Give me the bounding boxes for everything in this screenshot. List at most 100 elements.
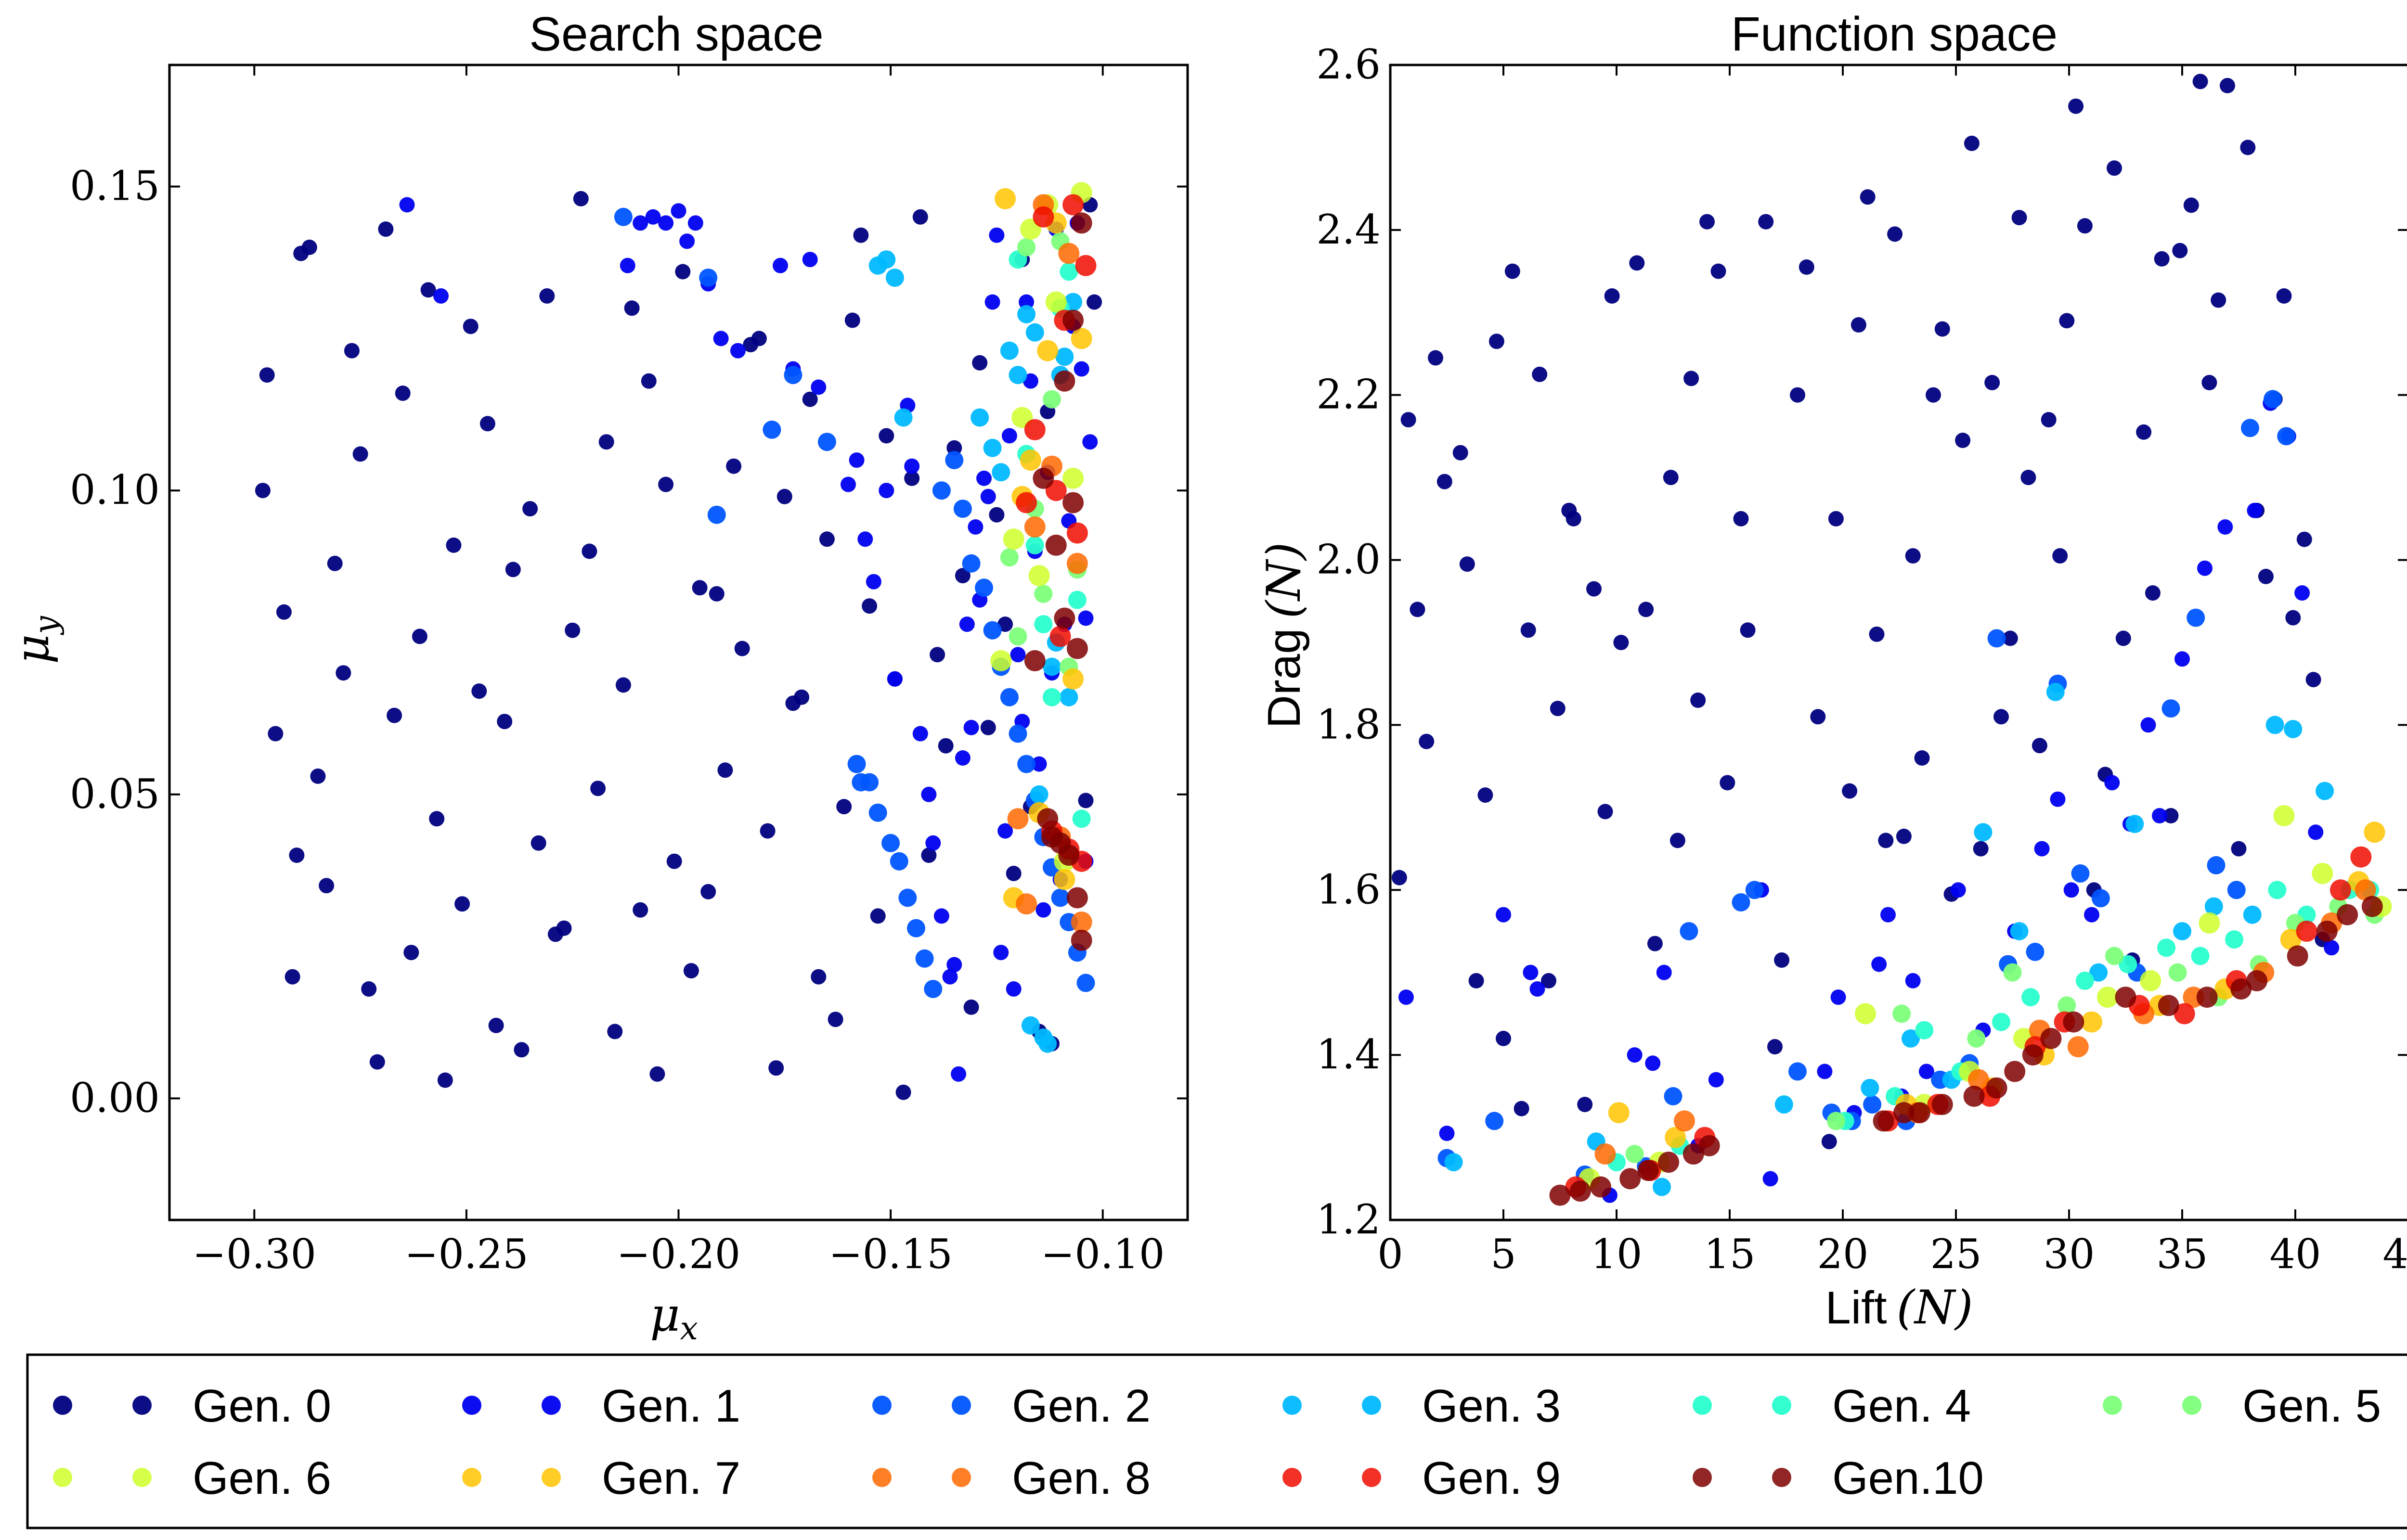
function-space-point bbox=[1625, 1144, 1644, 1163]
function-space-point bbox=[2258, 568, 2274, 584]
search-space-point bbox=[336, 665, 351, 681]
function-space-point bbox=[2174, 1003, 2195, 1025]
search-space-point bbox=[989, 507, 1005, 523]
function-space-point bbox=[2280, 929, 2302, 950]
function-space-point bbox=[1663, 470, 1679, 486]
function-space-y-tick-label: 1.6 bbox=[1316, 866, 1381, 913]
legend-label: Gen. 2 bbox=[1012, 1380, 1151, 1432]
function-space-x-tick-label: 25 bbox=[1930, 1231, 1982, 1278]
search-space-point bbox=[259, 367, 275, 383]
function-space-point bbox=[1436, 474, 1452, 489]
search-space-point bbox=[915, 949, 934, 968]
function-space-point bbox=[1619, 1168, 1641, 1190]
function-space-point bbox=[1665, 1127, 1686, 1148]
search-space-point bbox=[938, 738, 954, 754]
function-space-point bbox=[1391, 870, 1407, 886]
search-space-point bbox=[429, 811, 445, 827]
function-space-point bbox=[1566, 511, 1581, 526]
search-space-point bbox=[1034, 615, 1053, 634]
function-space-point bbox=[2058, 996, 2076, 1015]
search-space-point bbox=[1043, 688, 1061, 706]
function-space-point bbox=[2089, 963, 2108, 982]
function-space-point bbox=[2183, 197, 2199, 213]
search-space-point bbox=[1066, 638, 1088, 659]
search-space-point bbox=[709, 586, 725, 602]
search-space-point bbox=[463, 319, 479, 334]
search-space-point bbox=[802, 252, 818, 268]
function-space-point bbox=[2145, 585, 2161, 601]
search-space-point bbox=[912, 726, 928, 742]
function-space-point bbox=[1577, 1097, 1593, 1112]
function-space-point bbox=[2220, 77, 2235, 93]
function-space-panel: Function space 0 5 10 15 20 25 30 35 40 45 1.2 1.4 1… bbox=[1257, 7, 2407, 1335]
search-space-point bbox=[1071, 212, 1092, 234]
search-space-point bbox=[687, 215, 703, 231]
function-space-point bbox=[2040, 1027, 2062, 1049]
search-space-point bbox=[683, 963, 699, 979]
function-space-point bbox=[2161, 699, 2180, 718]
function-space-point bbox=[1905, 973, 1921, 988]
function-space-point bbox=[1817, 1064, 1833, 1079]
function-space-point bbox=[2225, 930, 2244, 949]
search-space-y-tick-label: 0.00 bbox=[70, 1074, 160, 1121]
search-space-point bbox=[881, 834, 900, 852]
search-space-point bbox=[700, 884, 716, 899]
search-space-point bbox=[1066, 887, 1088, 909]
search-space-point bbox=[972, 355, 988, 371]
function-space-point bbox=[1964, 135, 1980, 151]
search-space-point bbox=[633, 215, 648, 231]
function-space-point bbox=[1878, 833, 1894, 848]
search-space-point bbox=[885, 269, 904, 287]
function-space-point bbox=[2136, 424, 2152, 440]
search-space-point bbox=[319, 878, 335, 894]
function-space-point bbox=[2059, 313, 2075, 329]
search-space-point bbox=[369, 1054, 385, 1070]
function-space-point bbox=[2247, 502, 2263, 518]
search-space-point bbox=[992, 463, 1010, 482]
search-space-point bbox=[794, 689, 810, 705]
search-space-point bbox=[1009, 627, 1027, 646]
function-space-point bbox=[1710, 263, 1726, 279]
function-space-point bbox=[1909, 1102, 1930, 1124]
search-space-point bbox=[933, 908, 949, 924]
function-space-point bbox=[1680, 922, 1698, 940]
function-space-point bbox=[1934, 321, 1950, 337]
function-space-point bbox=[2173, 922, 2191, 940]
function-space-point bbox=[2107, 160, 2122, 176]
search-space-point bbox=[276, 604, 292, 620]
search-space-point bbox=[352, 446, 368, 462]
function-space-point bbox=[1905, 548, 1921, 564]
function-space-point bbox=[1968, 1069, 1989, 1091]
function-space-point bbox=[2115, 630, 2131, 646]
search-space-series-10 bbox=[1024, 212, 1092, 951]
search-space-point bbox=[1003, 528, 1024, 550]
function-space-point bbox=[1842, 783, 1858, 799]
search-space-point bbox=[1049, 626, 1071, 647]
legend-marker bbox=[2103, 1396, 2122, 1415]
search-space-point bbox=[1062, 492, 1084, 513]
function-space-point bbox=[1444, 1153, 1463, 1171]
search-space-point bbox=[942, 969, 958, 985]
function-space-point bbox=[2026, 942, 2045, 961]
search-space-point bbox=[1062, 309, 1084, 331]
search-space-point bbox=[997, 616, 1013, 632]
function-space-x-tick-label: 45 bbox=[2383, 1231, 2407, 1278]
search-space-y-axis-label: μy bbox=[5, 616, 65, 664]
function-space-point bbox=[1683, 371, 1699, 386]
search-space-point bbox=[471, 683, 487, 699]
function-space-point bbox=[2002, 630, 2018, 646]
function-space-point bbox=[1669, 833, 1685, 848]
search-space-point bbox=[932, 481, 951, 500]
function-space-point bbox=[1428, 350, 1443, 366]
function-space-point bbox=[1569, 1181, 1591, 1202]
search-space-point bbox=[945, 451, 964, 470]
search-space-point bbox=[904, 470, 920, 486]
search-space-point bbox=[955, 750, 971, 766]
search-space-point bbox=[717, 762, 733, 778]
function-space-point bbox=[1604, 288, 1620, 304]
search-space-point bbox=[841, 476, 856, 492]
function-space-x-tick-label: 40 bbox=[2270, 1231, 2321, 1278]
search-space-point bbox=[505, 562, 521, 578]
function-space-point bbox=[1459, 556, 1475, 572]
search-space-point bbox=[1060, 688, 1078, 706]
